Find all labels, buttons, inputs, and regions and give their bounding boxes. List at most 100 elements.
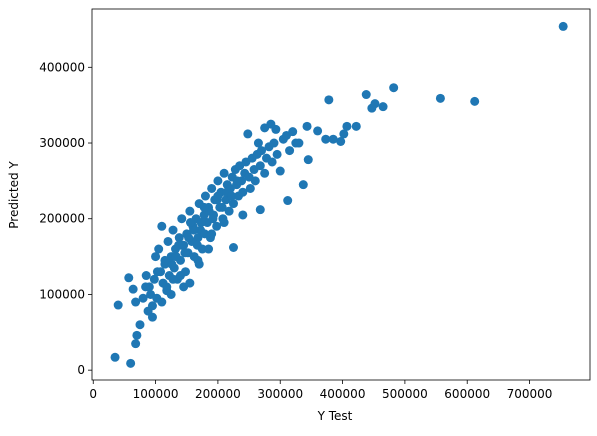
x-tick-label: 400000 bbox=[320, 387, 366, 401]
x-tick-label: 600000 bbox=[444, 387, 490, 401]
point bbox=[313, 126, 323, 136]
point bbox=[470, 96, 480, 106]
x-axis-label: Y Test bbox=[317, 409, 353, 423]
point bbox=[168, 274, 178, 284]
point bbox=[207, 229, 217, 239]
point bbox=[328, 134, 338, 144]
point bbox=[141, 271, 151, 281]
point bbox=[212, 221, 222, 231]
point bbox=[189, 225, 199, 235]
point bbox=[185, 278, 195, 288]
y-tick-label: 300000 bbox=[39, 136, 85, 150]
point bbox=[219, 168, 229, 178]
point bbox=[196, 218, 206, 228]
point bbox=[227, 191, 237, 201]
point bbox=[269, 138, 279, 148]
y-tick-label: 200000 bbox=[39, 212, 85, 226]
point bbox=[255, 161, 265, 171]
point bbox=[324, 95, 334, 105]
point bbox=[238, 187, 248, 197]
point bbox=[200, 191, 210, 201]
point bbox=[435, 93, 445, 103]
point bbox=[184, 233, 194, 243]
point bbox=[208, 214, 218, 224]
point bbox=[174, 240, 184, 250]
point bbox=[213, 191, 223, 201]
point bbox=[131, 339, 141, 349]
point bbox=[110, 352, 120, 362]
point bbox=[291, 138, 301, 148]
point bbox=[283, 196, 293, 206]
point bbox=[177, 214, 187, 224]
point bbox=[342, 121, 352, 131]
point bbox=[185, 218, 195, 228]
x-tick-label: 700000 bbox=[507, 387, 553, 401]
point bbox=[245, 183, 255, 193]
x-tick-label: 0 bbox=[89, 387, 97, 401]
point bbox=[255, 205, 265, 215]
point bbox=[168, 225, 178, 235]
point bbox=[224, 206, 234, 216]
point bbox=[250, 176, 260, 186]
point bbox=[204, 244, 214, 254]
point bbox=[213, 176, 223, 186]
point bbox=[185, 206, 195, 216]
point bbox=[167, 259, 177, 269]
point bbox=[151, 252, 161, 262]
point bbox=[288, 127, 298, 137]
point bbox=[558, 21, 568, 31]
point bbox=[339, 129, 349, 139]
point bbox=[389, 83, 399, 93]
point bbox=[275, 166, 285, 176]
point bbox=[217, 202, 227, 212]
point bbox=[207, 183, 217, 193]
point bbox=[174, 233, 184, 243]
point bbox=[199, 202, 209, 212]
x-tick-label: 100000 bbox=[133, 387, 179, 401]
point bbox=[138, 293, 148, 303]
point bbox=[378, 102, 388, 112]
point bbox=[132, 330, 142, 340]
point bbox=[298, 180, 308, 190]
y-tick-label: 0 bbox=[77, 363, 85, 377]
point bbox=[367, 103, 377, 113]
point bbox=[267, 157, 277, 167]
point bbox=[154, 244, 164, 254]
point bbox=[253, 138, 263, 148]
point bbox=[260, 168, 270, 178]
y-axis-label: Predicted Y bbox=[7, 161, 21, 229]
point bbox=[157, 297, 167, 307]
point bbox=[152, 267, 162, 277]
point bbox=[194, 259, 204, 269]
point bbox=[135, 320, 145, 330]
point bbox=[180, 248, 190, 258]
x-tick-label: 500000 bbox=[382, 387, 428, 401]
point bbox=[257, 146, 267, 156]
point bbox=[336, 137, 346, 146]
point bbox=[232, 176, 242, 186]
point bbox=[192, 240, 202, 250]
point bbox=[361, 90, 371, 100]
point bbox=[260, 123, 270, 133]
point bbox=[141, 282, 151, 292]
point bbox=[302, 121, 312, 131]
point bbox=[176, 271, 186, 281]
point bbox=[113, 300, 123, 310]
point bbox=[157, 221, 167, 231]
point bbox=[219, 218, 229, 228]
point bbox=[124, 273, 134, 283]
point bbox=[193, 233, 203, 243]
point bbox=[238, 210, 248, 220]
point bbox=[126, 358, 136, 368]
point bbox=[166, 289, 176, 299]
point bbox=[272, 149, 282, 159]
point bbox=[351, 121, 361, 131]
point bbox=[243, 129, 253, 139]
point bbox=[163, 236, 173, 246]
y-tick-label: 100000 bbox=[39, 287, 85, 301]
point bbox=[200, 229, 210, 239]
x-tick-label: 300000 bbox=[257, 387, 303, 401]
y-tick-label: 400000 bbox=[39, 60, 85, 74]
point bbox=[128, 284, 138, 294]
